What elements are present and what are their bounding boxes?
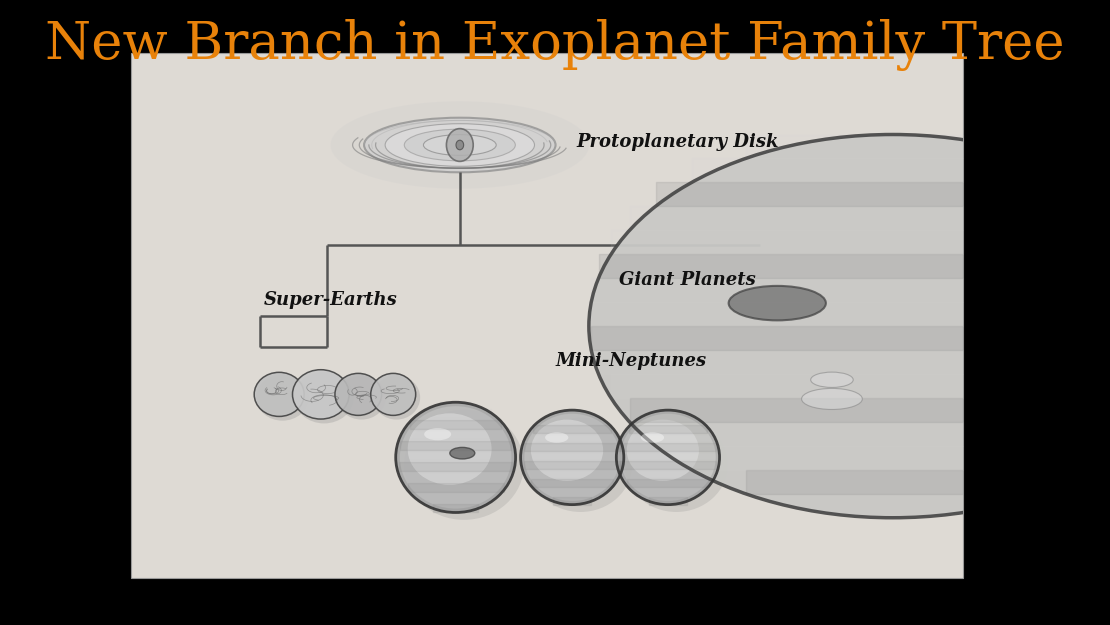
Text: Super-Earths: Super-Earths — [264, 291, 397, 309]
Ellipse shape — [801, 388, 862, 409]
Text: Protoplanetary Disk: Protoplanetary Disk — [576, 133, 779, 151]
Ellipse shape — [385, 124, 535, 166]
Ellipse shape — [640, 432, 664, 442]
Text: New Branch in Exoplanet Family Tree: New Branch in Exoplanet Family Tree — [46, 19, 1064, 71]
Ellipse shape — [810, 372, 854, 388]
Ellipse shape — [450, 448, 475, 459]
Ellipse shape — [446, 129, 473, 161]
Ellipse shape — [456, 140, 464, 150]
Ellipse shape — [256, 374, 309, 421]
Ellipse shape — [728, 286, 826, 321]
Ellipse shape — [292, 370, 349, 419]
Text: Mini-Neptunes: Mini-Neptunes — [555, 352, 707, 371]
Ellipse shape — [371, 373, 415, 416]
Ellipse shape — [423, 134, 496, 156]
Ellipse shape — [521, 410, 624, 504]
Circle shape — [588, 134, 1110, 518]
Ellipse shape — [625, 418, 728, 512]
Ellipse shape — [616, 410, 719, 504]
Ellipse shape — [337, 376, 386, 419]
Ellipse shape — [335, 373, 382, 416]
Ellipse shape — [294, 372, 354, 423]
Ellipse shape — [254, 372, 304, 416]
Ellipse shape — [528, 418, 633, 512]
Text: Giant Planets: Giant Planets — [618, 271, 755, 289]
Ellipse shape — [407, 413, 492, 485]
Ellipse shape — [395, 402, 515, 512]
Ellipse shape — [531, 419, 603, 481]
Ellipse shape — [545, 432, 568, 442]
Ellipse shape — [404, 129, 515, 161]
Ellipse shape — [331, 101, 589, 189]
Ellipse shape — [364, 118, 555, 172]
Ellipse shape — [404, 409, 524, 520]
Ellipse shape — [424, 428, 451, 440]
Ellipse shape — [627, 419, 699, 481]
Ellipse shape — [373, 376, 421, 419]
